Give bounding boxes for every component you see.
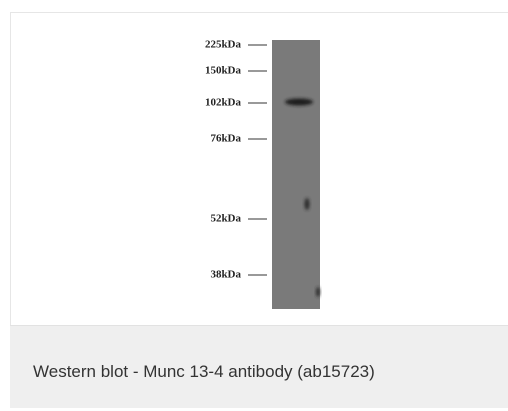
marker-label: 76kDa xyxy=(210,133,241,145)
page: {"figure": {"markers": ["225kDa", "150kD… xyxy=(0,0,508,411)
caption: Western blot - Munc 13-4 antibody (ab157… xyxy=(33,362,375,382)
caption-bar: Western blot - Munc 13-4 antibody (ab157… xyxy=(10,325,508,408)
band xyxy=(285,99,313,106)
marker-label: 38kDa xyxy=(210,269,241,281)
marker-label: 225kDa xyxy=(205,39,242,51)
spot xyxy=(305,198,310,210)
marker-label: 52kDa xyxy=(210,213,241,225)
blot-image: 225kDa 150kDa 102kDa 76kDa 52kDa 38kDa xyxy=(0,0,508,325)
spot xyxy=(316,287,320,297)
marker-label: 150kDa xyxy=(205,65,242,77)
marker-group: 225kDa 150kDa 102kDa 76kDa 52kDa 38kDa xyxy=(205,39,267,281)
blot-lane xyxy=(272,40,320,309)
marker-label: 102kDa xyxy=(205,97,242,109)
